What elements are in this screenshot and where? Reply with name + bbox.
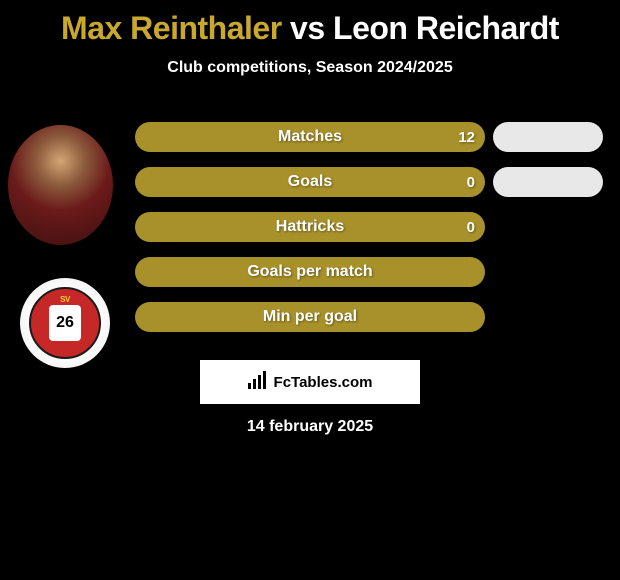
club-badge-center: 26 — [49, 305, 81, 341]
stat-label: Hattricks — [276, 218, 344, 236]
player1-name: Max Reinthaler — [61, 10, 282, 46]
stat-value: 0 — [467, 174, 475, 191]
stat-label: Matches — [278, 128, 342, 146]
stat-row-hattricks: Hattricks 0 — [135, 212, 610, 242]
stat-bar-left: Goals per match — [135, 257, 485, 287]
footer-label: FcTables.com — [274, 374, 373, 391]
stat-row-goals-per-match: Goals per match — [135, 257, 610, 287]
club-badge: SV 26 — [20, 278, 110, 368]
stat-bar-left: Min per goal — [135, 302, 485, 332]
stat-label: Min per goal — [263, 308, 357, 326]
club-badge-text: SV — [60, 295, 70, 304]
footer-attribution: FcTables.com — [200, 360, 420, 404]
stat-bar-left: Matches 12 — [135, 122, 485, 152]
page-title: Max Reinthaler vs Leon Reichardt — [0, 0, 620, 47]
club-badge-inner: SV 26 — [29, 287, 101, 359]
stat-bar-right — [493, 122, 603, 152]
stat-bar-left: Hattricks 0 — [135, 212, 485, 242]
footer-logo: FcTables.com — [248, 371, 373, 394]
stats-bars: Matches 12 Goals 0 Hattricks 0 Goals per… — [135, 122, 610, 347]
stat-label: Goals — [288, 173, 332, 191]
stat-bar-right — [493, 167, 603, 197]
chart-icon — [248, 371, 270, 394]
stat-value: 0 — [467, 219, 475, 236]
player2-name: Leon Reichardt — [333, 10, 559, 46]
stat-value: 12 — [458, 129, 475, 146]
vs-separator: vs — [290, 10, 325, 46]
stat-row-goals: Goals 0 — [135, 167, 610, 197]
date-label: 14 february 2025 — [0, 418, 620, 436]
stat-bar-left: Goals 0 — [135, 167, 485, 197]
comparison-card: Max Reinthaler vs Leon Reichardt Club co… — [0, 0, 620, 580]
stat-label: Goals per match — [247, 263, 372, 281]
player1-avatar — [8, 125, 113, 245]
stat-row-matches: Matches 12 — [135, 122, 610, 152]
stat-row-min-per-goal: Min per goal — [135, 302, 610, 332]
subtitle: Club competitions, Season 2024/2025 — [0, 59, 620, 77]
